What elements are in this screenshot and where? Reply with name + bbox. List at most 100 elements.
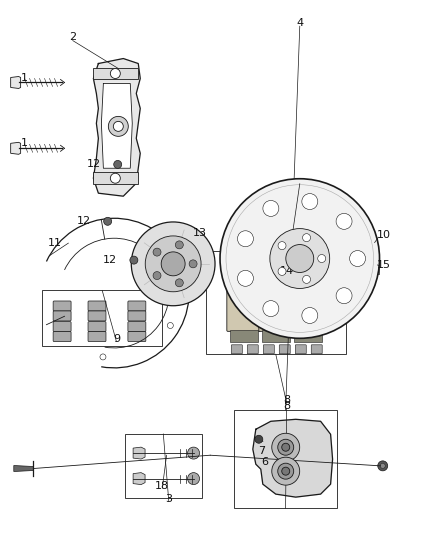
Text: 16: 16 — [148, 249, 162, 259]
Text: 8: 8 — [283, 395, 290, 406]
Circle shape — [278, 439, 294, 455]
Circle shape — [145, 236, 201, 292]
Circle shape — [175, 279, 184, 287]
Text: 12: 12 — [103, 255, 117, 265]
Text: 12: 12 — [77, 216, 91, 227]
Circle shape — [153, 248, 161, 256]
Circle shape — [380, 463, 385, 469]
Polygon shape — [101, 84, 132, 168]
Text: 6: 6 — [261, 457, 268, 467]
Bar — [93, 68, 138, 79]
Circle shape — [278, 241, 286, 249]
Text: 15: 15 — [377, 260, 391, 270]
Circle shape — [282, 467, 290, 475]
Text: 13: 13 — [192, 228, 206, 238]
Circle shape — [100, 354, 106, 360]
Circle shape — [302, 308, 318, 324]
Circle shape — [187, 447, 200, 459]
Polygon shape — [253, 419, 332, 497]
Circle shape — [318, 255, 326, 263]
Circle shape — [255, 435, 263, 443]
Text: 11: 11 — [48, 238, 62, 248]
Circle shape — [303, 233, 311, 241]
Circle shape — [130, 256, 138, 264]
FancyBboxPatch shape — [128, 301, 146, 311]
FancyBboxPatch shape — [263, 345, 274, 354]
Text: 10: 10 — [377, 230, 391, 240]
Circle shape — [278, 268, 286, 276]
Circle shape — [220, 179, 379, 338]
Bar — [358, 262, 376, 271]
Text: 18: 18 — [155, 481, 170, 490]
Circle shape — [270, 229, 330, 288]
Bar — [42, 290, 162, 346]
Polygon shape — [14, 465, 33, 472]
FancyBboxPatch shape — [259, 274, 293, 332]
FancyBboxPatch shape — [53, 332, 71, 342]
Circle shape — [187, 473, 200, 484]
FancyBboxPatch shape — [88, 301, 106, 311]
Circle shape — [153, 272, 161, 279]
FancyBboxPatch shape — [247, 345, 258, 354]
FancyBboxPatch shape — [88, 321, 106, 332]
Text: 12: 12 — [87, 159, 101, 169]
Circle shape — [175, 241, 184, 249]
Circle shape — [286, 245, 314, 272]
FancyBboxPatch shape — [53, 311, 71, 321]
FancyBboxPatch shape — [88, 332, 106, 342]
Polygon shape — [11, 142, 21, 154]
Circle shape — [282, 443, 290, 451]
FancyBboxPatch shape — [293, 262, 323, 273]
FancyBboxPatch shape — [128, 311, 146, 321]
Text: 1: 1 — [21, 138, 28, 148]
Text: 4: 4 — [296, 18, 304, 28]
Circle shape — [237, 270, 254, 286]
Text: 1: 1 — [21, 73, 28, 83]
Bar — [262, 330, 290, 342]
FancyBboxPatch shape — [53, 301, 71, 311]
Circle shape — [153, 240, 159, 246]
Circle shape — [110, 69, 120, 78]
Circle shape — [161, 252, 185, 276]
Bar — [234, 410, 337, 508]
Circle shape — [302, 193, 318, 209]
Circle shape — [272, 457, 300, 485]
Polygon shape — [133, 447, 145, 459]
Bar — [93, 172, 138, 184]
Text: 9: 9 — [113, 334, 120, 344]
FancyBboxPatch shape — [53, 321, 71, 332]
Polygon shape — [133, 473, 145, 484]
Circle shape — [131, 222, 215, 306]
Bar — [294, 330, 321, 342]
Bar — [230, 330, 258, 342]
Circle shape — [303, 276, 311, 284]
Circle shape — [350, 251, 366, 266]
Bar — [356, 259, 379, 274]
Text: 8: 8 — [283, 401, 290, 411]
FancyBboxPatch shape — [227, 274, 261, 332]
Bar — [125, 434, 201, 498]
Polygon shape — [93, 59, 140, 196]
Circle shape — [263, 200, 279, 216]
FancyBboxPatch shape — [295, 345, 306, 354]
FancyBboxPatch shape — [261, 262, 291, 273]
Text: 2: 2 — [69, 32, 76, 42]
Text: 14: 14 — [279, 266, 294, 276]
Circle shape — [272, 433, 300, 461]
Circle shape — [278, 463, 294, 479]
Circle shape — [336, 288, 352, 304]
Circle shape — [189, 260, 197, 268]
Circle shape — [336, 213, 352, 229]
Text: 3: 3 — [165, 494, 172, 504]
Polygon shape — [11, 77, 21, 88]
FancyBboxPatch shape — [128, 321, 146, 332]
Circle shape — [108, 116, 128, 136]
Circle shape — [167, 322, 173, 328]
Circle shape — [378, 461, 388, 471]
FancyBboxPatch shape — [88, 311, 106, 321]
FancyBboxPatch shape — [291, 274, 325, 332]
Circle shape — [237, 231, 254, 247]
Circle shape — [365, 238, 374, 247]
Text: 7: 7 — [258, 446, 265, 456]
Circle shape — [110, 173, 120, 183]
